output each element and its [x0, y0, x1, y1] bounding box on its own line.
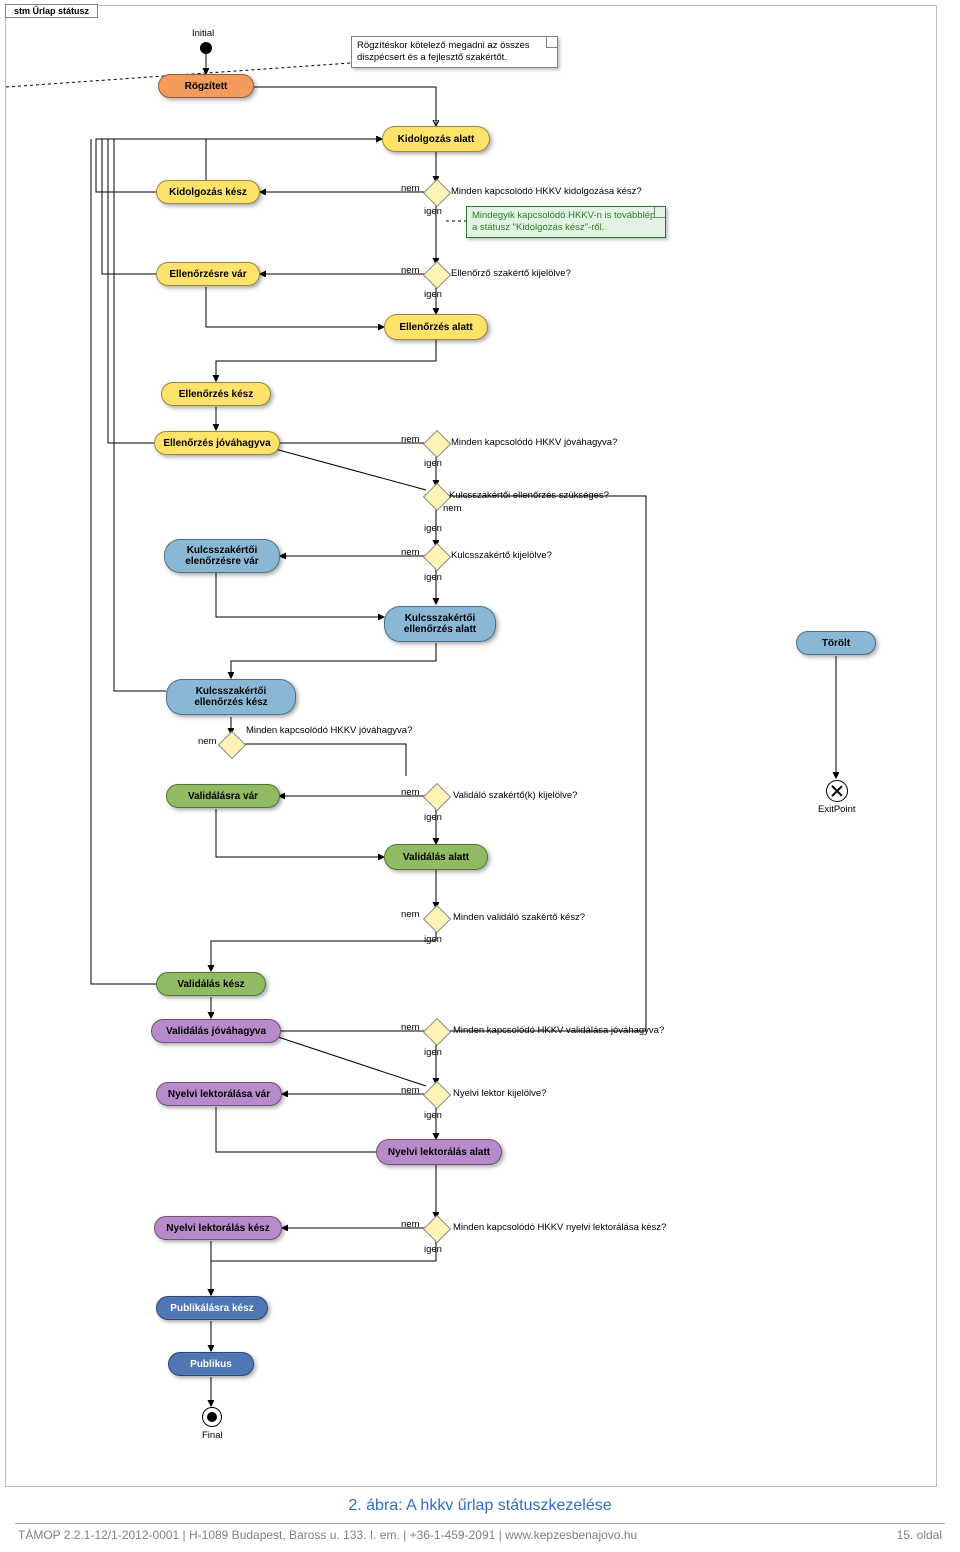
diamond-d1: [423, 179, 451, 207]
initial-node: [200, 42, 212, 54]
note-b: Mindegyik kapcsolódó HKKV-n is továbblép…: [466, 206, 666, 238]
igen-10: igen: [424, 1110, 442, 1121]
state-nyl-alatt: Nyelvi lektorálás alatt: [376, 1139, 502, 1165]
initial-label: Initial: [192, 28, 214, 39]
diamond-d10: [423, 1081, 451, 1109]
diamond-d2: [423, 261, 451, 289]
nem-2: nem: [401, 265, 419, 276]
page-number: 15. oldal: [897, 1528, 942, 1542]
state-ellenorzes-jovahagyva: Ellenőrzés jóváhagyva: [154, 431, 280, 455]
state-pub-kesz: Publikálásra kész: [156, 1296, 268, 1320]
igen-1: igen: [424, 206, 442, 217]
q-d4: Kulcsszakértői ellenőrzés szükséges?: [449, 490, 609, 501]
igen-11: igen: [424, 1244, 442, 1255]
q-d6: Minden kapcsolódó HKKV jóváhagyva?: [246, 725, 412, 736]
nem-11: nem: [401, 1219, 419, 1230]
note-a: Rögzítéskor kötelező megadni az összes d…: [351, 36, 558, 68]
igen-5: igen: [424, 572, 442, 583]
igen-8: igen: [424, 934, 442, 945]
q-d10: Nyelvi lektor kijelölve?: [453, 1088, 546, 1099]
state-nyl-var: Nyelvi lektorálása vár: [156, 1082, 282, 1106]
state-valid-jov: Validálás jóváhagyva: [151, 1019, 281, 1043]
state-ksz-var: Kulcsszakértői elenőrzésre vár: [164, 539, 280, 573]
diamond-d6: [218, 731, 246, 759]
nem-7: nem: [401, 787, 419, 798]
q-d2: Ellenőrző szakértő kijelölve?: [451, 268, 571, 279]
q-d11: Minden kapcsolódó HKKV nyelvi lektorálás…: [453, 1222, 666, 1233]
state-publikus: Publikus: [168, 1352, 254, 1376]
diamond-d3: [423, 430, 451, 458]
state-ellenorzes-alatt: Ellenőrzés alatt: [384, 314, 488, 340]
exitpoint-node: [826, 780, 848, 802]
igen-4: igen: [424, 523, 442, 534]
nem-6: nem: [198, 736, 216, 747]
diamond-d7: [423, 783, 451, 811]
q-d8: Minden validáló szakértő kész?: [453, 912, 585, 923]
note-b-text: Mindegyik kapcsolódó HKKV-n is továbblép…: [472, 210, 655, 233]
state-ksz-kesz: Kulcsszakértői ellenőrzés kész: [166, 679, 296, 715]
state-ellenorzesre-var: Ellenőrzésre vár: [156, 262, 260, 286]
igen-9: igen: [424, 1047, 442, 1058]
igen-7: igen: [424, 812, 442, 823]
figure-caption: 2. ábra: A hkkv űrlap státuszkezelése: [0, 1497, 960, 1515]
state-torolt: Törölt: [796, 631, 876, 655]
state-valid-kesz: Validálás kész: [156, 972, 266, 996]
state-valid-var: Validálásra vár: [166, 784, 280, 808]
exitpoint-label: ExitPoint: [818, 804, 856, 815]
q-d7: Validáló szakértő(k) kijelölve?: [453, 790, 577, 801]
page-footer: TÁMOP 2.2.1-12/1-2012-0001 | H-1089 Buda…: [0, 1524, 960, 1552]
state-ellenorzes-kesz: Ellenőrzés kész: [161, 382, 271, 406]
nem-9: nem: [401, 1022, 419, 1033]
footer-text: TÁMOP 2.2.1-12/1-2012-0001 | H-1089 Buda…: [18, 1528, 637, 1542]
nem-5: nem: [401, 547, 419, 558]
igen-2: igen: [424, 289, 442, 300]
final-node: [202, 1407, 222, 1427]
diamond-d11: [423, 1215, 451, 1243]
note-a-text: Rögzítéskor kötelező megadni az összes d…: [357, 40, 530, 63]
igen-3: igen: [424, 458, 442, 469]
state-kidolgozas-alatt: Kidolgozás alatt: [382, 126, 490, 152]
diamond-d5: [423, 543, 451, 571]
nem-4: nem: [443, 503, 461, 514]
nem-10: nem: [401, 1085, 419, 1096]
nem-8: nem: [401, 909, 419, 920]
nem-3: nem: [401, 434, 419, 445]
q-d3: Minden kapcsolódó HKKV jóváhagyva?: [451, 437, 617, 448]
state-valid-alatt: Validálás alatt: [384, 844, 488, 870]
state-kidolgozas-kesz: Kidolgozás kész: [156, 180, 260, 204]
q-d9: Minden kapcsolódó HKKV validálása jóváha…: [453, 1025, 664, 1036]
final-label: Final: [202, 1430, 223, 1441]
diamond-d8: [423, 905, 451, 933]
nem-1: nem: [401, 183, 419, 194]
q-d5: Kulcsszakértő kijelölve?: [451, 550, 552, 561]
diagram-title: stm Űrlap státusz: [5, 4, 98, 18]
state-nyl-kesz: Nyelvi lektorálás kész: [154, 1216, 282, 1240]
diagram-canvas: stm Űrlap státusz: [5, 5, 937, 1487]
diamond-d9: [423, 1018, 451, 1046]
q-d1: Minden kapcsolódó HKKV kidolgozása kész?: [451, 186, 642, 197]
state-ksz-alatt: Kulcsszakértői ellenőrzés alatt: [384, 606, 496, 642]
state-rogzitett: Rögzített: [158, 74, 254, 98]
